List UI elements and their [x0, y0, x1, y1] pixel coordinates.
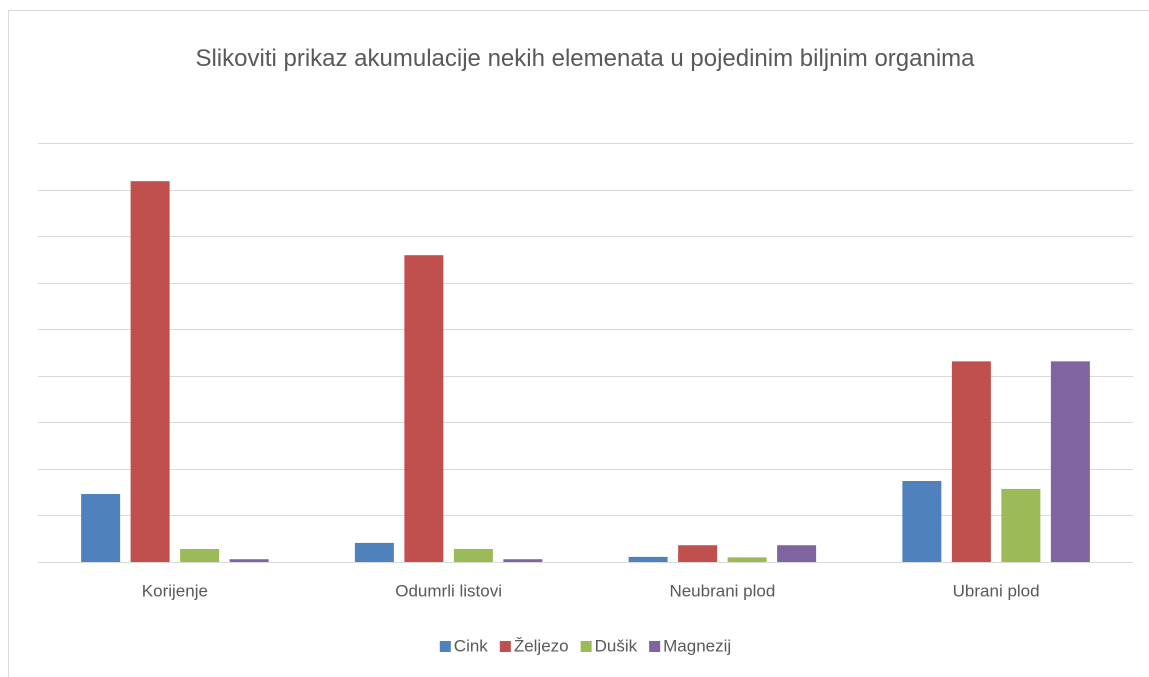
legend-label: Magnezij	[663, 636, 731, 655]
bar	[727, 557, 767, 562]
x-tick-label: Korijenje	[142, 581, 208, 600]
bar	[1050, 361, 1090, 562]
chart-title: Slikoviti prikaz akumulacije nekih eleme…	[195, 45, 975, 72]
bar	[628, 556, 668, 562]
legend-label: Cink	[454, 636, 489, 655]
legend-swatch	[649, 641, 661, 652]
legend-label: Dušik	[595, 636, 638, 655]
bar	[81, 494, 121, 562]
bar	[130, 181, 170, 563]
bar	[1001, 488, 1041, 562]
bar	[180, 548, 220, 562]
legend-swatch	[439, 641, 451, 652]
bar	[951, 361, 991, 562]
bar	[503, 559, 543, 562]
x-tick-label: Neubrani plod	[669, 581, 775, 600]
bar	[902, 480, 942, 562]
bar	[777, 545, 817, 562]
legend-label: Željezo	[514, 636, 569, 655]
legend-swatch	[499, 641, 511, 652]
bar	[354, 542, 394, 562]
bar	[453, 548, 493, 562]
bar	[229, 559, 269, 562]
x-tick-label: Ubrani plod	[953, 581, 1040, 600]
x-tick-label: Odumrli listovi	[395, 581, 502, 600]
legend-swatch	[580, 641, 592, 652]
bar	[404, 255, 444, 562]
bar	[678, 545, 718, 562]
chart-border	[8, 10, 1149, 677]
